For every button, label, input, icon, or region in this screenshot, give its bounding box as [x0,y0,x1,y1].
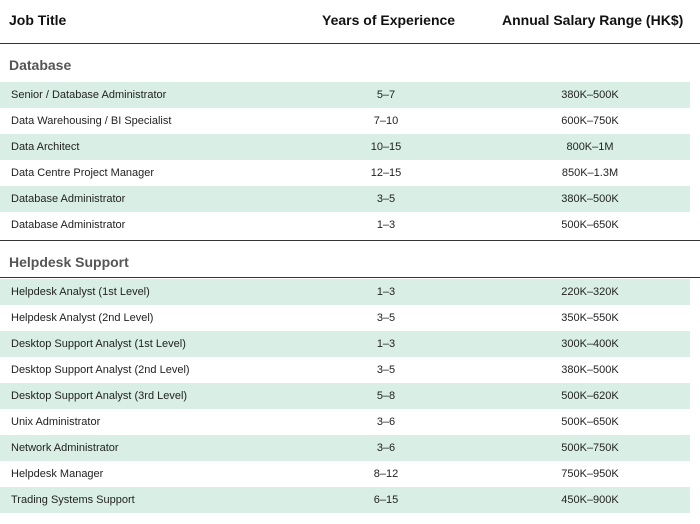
header-salary-range: Annual Salary Range (HK$) [502,12,684,28]
experience-cell: 6–15 [373,494,399,506]
salary-cell: 500K–650K [561,219,619,231]
salary-cell: 450K–900K [561,494,619,506]
job-title-cell: Data Architect [11,141,80,153]
helpdesk-rows: Helpdesk Analyst (1st Level) 1–3 220K–320K… [0,279,700,513]
salary-cell: 500K–620K [561,390,619,402]
table-row: Senior / Database Administrator 5–7 380K–5… [0,82,690,108]
salary-cell: 750K–950K [561,468,619,480]
experience-cell: 1–3 [376,338,396,350]
experience-cell: 8–12 [373,468,399,480]
experience-cell: 3–5 [376,193,396,205]
salary-cell: 500K–750K [561,442,619,454]
job-title-cell: Helpdesk Manager [11,468,104,480]
section-title: Helpdesk Support [9,254,129,270]
salary-cell: 380K–500K [561,193,619,205]
table-row: Database Administrator 1–3 500K–650K [0,212,690,238]
experience-cell: 12–15 [370,167,402,179]
table-row: Desktop Support Analyst (1st Level) 1–3 30… [0,331,690,357]
table-row: Data Warehousing / BI Specialist 7–10 600K… [0,108,690,134]
header-years-of-experience: Years of Experience [322,12,456,28]
job-title-cell: Data Centre Project Manager [11,167,155,179]
experience-cell: 3–5 [376,364,396,376]
job-title-cell: Desktop Support Analyst (3rd Level) [11,390,188,402]
table-row: Helpdesk Analyst (2nd Level) 3–5 350K–550K [0,305,690,331]
table-row: Helpdesk Manager 8–12 750K–950K [0,461,690,487]
salary-cell: 380K–500K [561,89,619,101]
job-title-cell: Senior / Database Administrator [11,89,167,101]
job-title-cell: Helpdesk Analyst (2nd Level) [11,312,154,324]
experience-cell: 3–5 [376,312,396,324]
database-rows: Senior / Database Administrator 5–7 380K–5… [0,82,700,238]
job-title-cell: Desktop Support Analyst (2nd Level) [11,364,190,376]
job-title-cell: Helpdesk Analyst (1st Level) [11,286,150,298]
table-row: Desktop Support Analyst (3rd Level) 5–8 50… [0,383,690,409]
experience-cell: 5–8 [376,390,396,402]
experience-cell: 7–10 [373,115,399,127]
table-row: Network Administrator 3–6 500K–750K [0,435,690,461]
experience-cell: 3–6 [376,416,396,428]
experience-cell: 10–15 [370,141,402,153]
header-job-title: Job Title [9,12,67,28]
salary-cell: 800K–1M [566,141,614,153]
experience-cell: 1–3 [376,219,396,231]
experience-cell: 3–6 [376,442,396,454]
table-row: Helpdesk Analyst (1st Level) 1–3 220K–320K [0,279,690,305]
table-row: Trading Systems Support 6–15 450K–900K [0,487,690,513]
table-row: Desktop Support Analyst (2nd Level) 3–5 38… [0,357,690,383]
section-database: Database [0,44,700,82]
table-header: Job Title Years of Experience Annual Sal… [0,0,700,44]
salary-cell: 600K–750K [561,115,619,127]
salary-cell: 350K–550K [561,312,619,324]
salary-cell: 300K–400K [561,338,619,350]
experience-cell: 5–7 [376,89,396,101]
section-title: Database [9,57,72,73]
salary-cell: 380K–500K [561,364,619,376]
job-title-cell: Network Administrator [11,442,119,454]
salary-cell: 850K–1.3M [561,167,619,179]
job-title-cell: Unix Administrator [11,416,101,428]
table-row: Data Architect 10–15 800K–1M [0,134,690,160]
table-row: Unix Administrator 3–6 500K–650K [0,409,690,435]
table-row: Data Centre Project Manager 12–15 850K–1.3… [0,160,690,186]
job-title-cell: Desktop Support Analyst (1st Level) [11,338,186,350]
job-title-cell: Database Administrator [11,219,126,231]
job-title-cell: Data Warehousing / BI Specialist [11,115,172,127]
table-row: Database Administrator 3–5 380K–500K [0,186,690,212]
job-title-cell: Database Administrator [11,193,126,205]
salary-cell: 220K–320K [561,286,619,298]
experience-cell: 1–3 [376,286,396,298]
section-helpdesk-support: Helpdesk Support [0,240,700,278]
salary-cell: 500K–650K [561,416,619,428]
job-title-cell: Trading Systems Support [11,494,135,506]
